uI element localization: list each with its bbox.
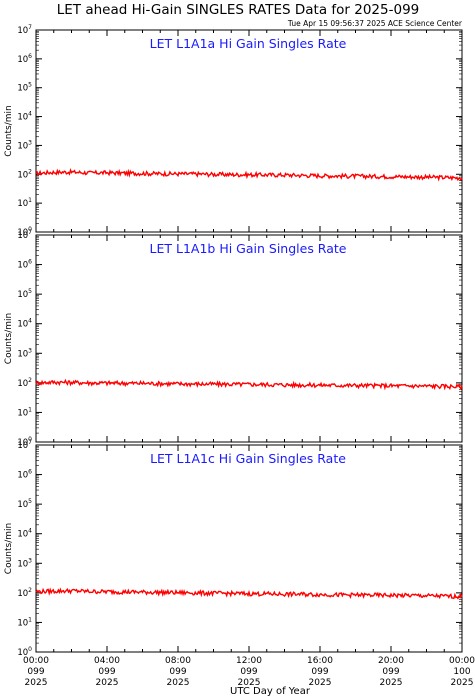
x-tick-label: 100 (453, 667, 470, 677)
plot-frame (35, 234, 463, 443)
y-tick-label: 105 (17, 498, 32, 510)
panel-title: LET L1A1c Hi Gain Singles Rate (150, 451, 346, 466)
figure-title: LET ahead Hi-Gain SINGLES RATES Data for… (57, 2, 420, 18)
plot-frame (35, 444, 463, 653)
x-tick-label: 00:00 (23, 656, 49, 666)
series-line (35, 167, 463, 182)
x-tick-label: 2025 (167, 678, 190, 688)
y-tick-label: 106 (17, 469, 32, 481)
y-tick-label: 102 (17, 168, 32, 180)
y-tick-label: 101 (17, 616, 32, 628)
x-tick-label: 04:00 (94, 656, 120, 666)
y-tick-label: 103 (17, 557, 32, 569)
y-tick-label: 102 (17, 587, 32, 599)
panel-title: LET L1A1b Hi Gain Singles Rate (150, 241, 347, 256)
series-line (35, 587, 463, 600)
x-tick-label: 2025 (238, 678, 261, 688)
x-axis-label: UTC Day of Year (230, 686, 311, 697)
y-tick-label: 105 (17, 82, 32, 94)
y-tick-label: 106 (17, 53, 32, 65)
y-tick-label: 107 (17, 24, 32, 36)
x-tick-label: 00:00 (449, 656, 475, 666)
plot-frame (35, 29, 463, 233)
y-axis-label: Counts/min (4, 523, 14, 574)
y-tick-label: 101 (17, 406, 32, 418)
y-tick-label: 105 (17, 288, 32, 300)
y-tick-label: 104 (17, 111, 32, 123)
panel-title: LET L1A1a Hi Gain Singles Rate (150, 36, 347, 51)
y-tick-label: 101 (17, 197, 32, 209)
x-tick-label: 2025 (96, 678, 119, 688)
x-tick-label: 08:00 (165, 656, 191, 666)
x-tick-label: 099 (311, 667, 328, 677)
x-tick-label: 2025 (25, 678, 48, 688)
y-tick-label: 103 (17, 139, 32, 151)
y-tick-label: 106 (17, 259, 32, 271)
y-tick-label: 107 (17, 439, 32, 451)
y-tick-label: 103 (17, 347, 32, 359)
y-tick-label: 107 (17, 229, 32, 241)
y-axis-label: Counts/min (4, 105, 14, 156)
x-tick-label: 12:00 (236, 656, 262, 666)
series-line (35, 378, 463, 391)
y-axis-label: Counts/min (4, 313, 14, 364)
x-tick-label: 2025 (451, 678, 474, 688)
x-tick-label: 099 (382, 667, 399, 677)
y-tick-label: 104 (17, 318, 32, 330)
x-tick-label: 2025 (380, 678, 403, 688)
x-tick-label: 16:00 (307, 656, 333, 666)
x-tick-label: 099 (240, 667, 257, 677)
x-tick-label: 099 (169, 667, 186, 677)
y-tick-label: 102 (17, 377, 32, 389)
y-tick-label: 104 (17, 528, 32, 540)
x-tick-label: 20:00 (378, 656, 404, 666)
x-tick-label: 099 (98, 667, 115, 677)
x-tick-label: 099 (27, 667, 44, 677)
x-tick-label: 2025 (309, 678, 332, 688)
timestamp: Tue Apr 15 09:56:37 2025 ACE Science Cen… (287, 19, 463, 28)
